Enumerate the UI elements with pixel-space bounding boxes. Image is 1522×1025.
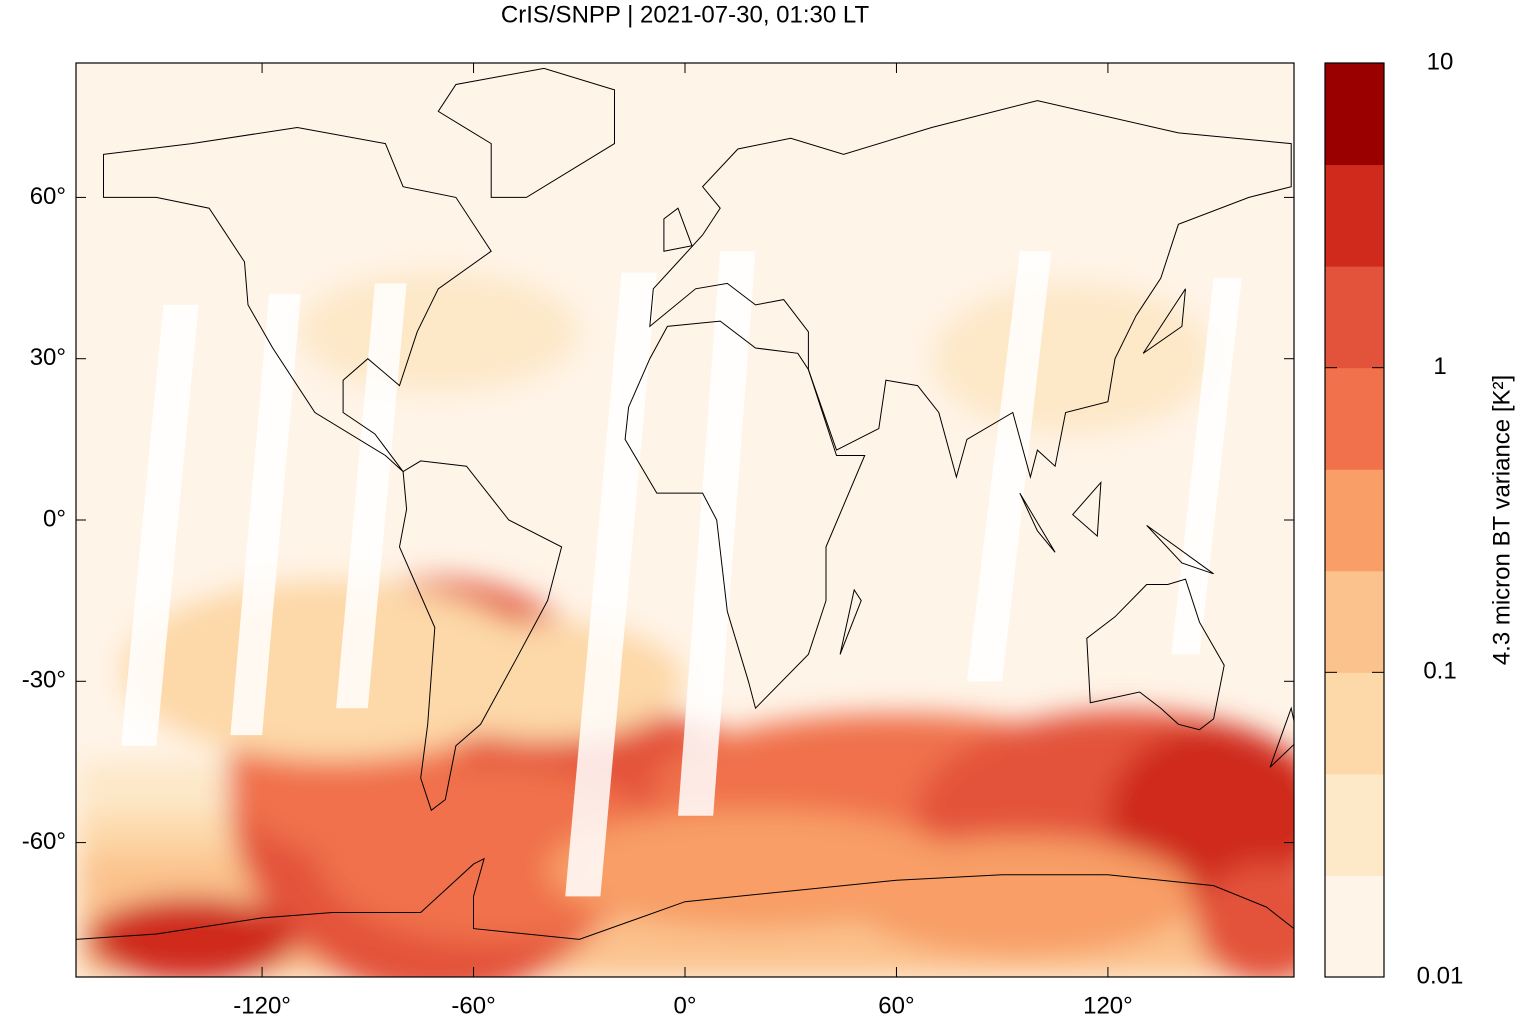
y-tick-label: 30°: [30, 344, 66, 371]
x-tick-label: -120°: [233, 992, 291, 1019]
colorbar-tick-label: 10: [1427, 48, 1454, 75]
colorbar-swatch: [1325, 469, 1384, 572]
colorbar-swatch: [1325, 367, 1384, 470]
x-tick-label: 120°: [1083, 992, 1133, 1019]
coastline: [103, 126, 492, 472]
swath-gap: [336, 283, 407, 709]
coastline: [1142, 288, 1186, 354]
coastline: [649, 100, 1292, 479]
swath-gap: [678, 251, 756, 816]
colorbar-swatch: [1325, 266, 1384, 369]
field-patch: [1196, 863, 1294, 977]
swath-gap: [121, 304, 199, 746]
colorbar-swatch: [1325, 875, 1384, 978]
chart-title: CrIS/SNPP | 2021-07-30, 01:30 LT: [501, 1, 870, 28]
x-tick-label: 0°: [674, 992, 697, 1019]
colorbar: 0.01 0.1 1 10: [1324, 48, 1464, 989]
field-patch: [844, 836, 1195, 957]
x-tick-label: 60°: [878, 992, 914, 1019]
coastline: [1269, 706, 1294, 768]
coastline: [398, 460, 563, 812]
colorbar-swatch: [1325, 672, 1384, 775]
field-patch: [404, 621, 685, 742]
coastline: [1146, 524, 1214, 575]
coastline: [1086, 578, 1225, 731]
y-tick-label: 60°: [30, 183, 66, 210]
coastline: [624, 320, 866, 710]
colorbar-label: 4.3 micron BT variance [K²]: [1488, 375, 1515, 665]
y-tick-label: 0°: [43, 505, 66, 532]
coastline: [839, 588, 862, 655]
swath-gap: [1171, 278, 1242, 655]
y-tick-label: -30°: [22, 667, 66, 694]
y-tick-label: -60°: [22, 828, 66, 855]
colorbar-tick-label: 0.01: [1417, 962, 1464, 989]
coastline: [663, 207, 693, 252]
colorbar-frame: [1324, 62, 1385, 978]
coastline: [1019, 492, 1056, 553]
colorbar-tick-label: 1: [1433, 353, 1446, 380]
colorbar-swatch: [1325, 773, 1384, 876]
colorbar-tick-label: 0.1: [1423, 658, 1456, 685]
colorbar-swatch: [1325, 63, 1384, 166]
coastline: [76, 857, 1294, 940]
swath-gap: [966, 251, 1052, 682]
colorbar-swatch: [1325, 164, 1384, 267]
map-area: [76, 63, 1294, 977]
swath-gap: [230, 294, 301, 736]
coastline: [437, 67, 615, 198]
swath-gap: [565, 272, 657, 897]
colorbar-swatch: [1325, 570, 1384, 673]
variance-field: [78, 271, 1294, 977]
coastline: [1071, 480, 1102, 538]
x-tick-label: -60°: [451, 992, 495, 1019]
field-patch: [86, 897, 297, 977]
